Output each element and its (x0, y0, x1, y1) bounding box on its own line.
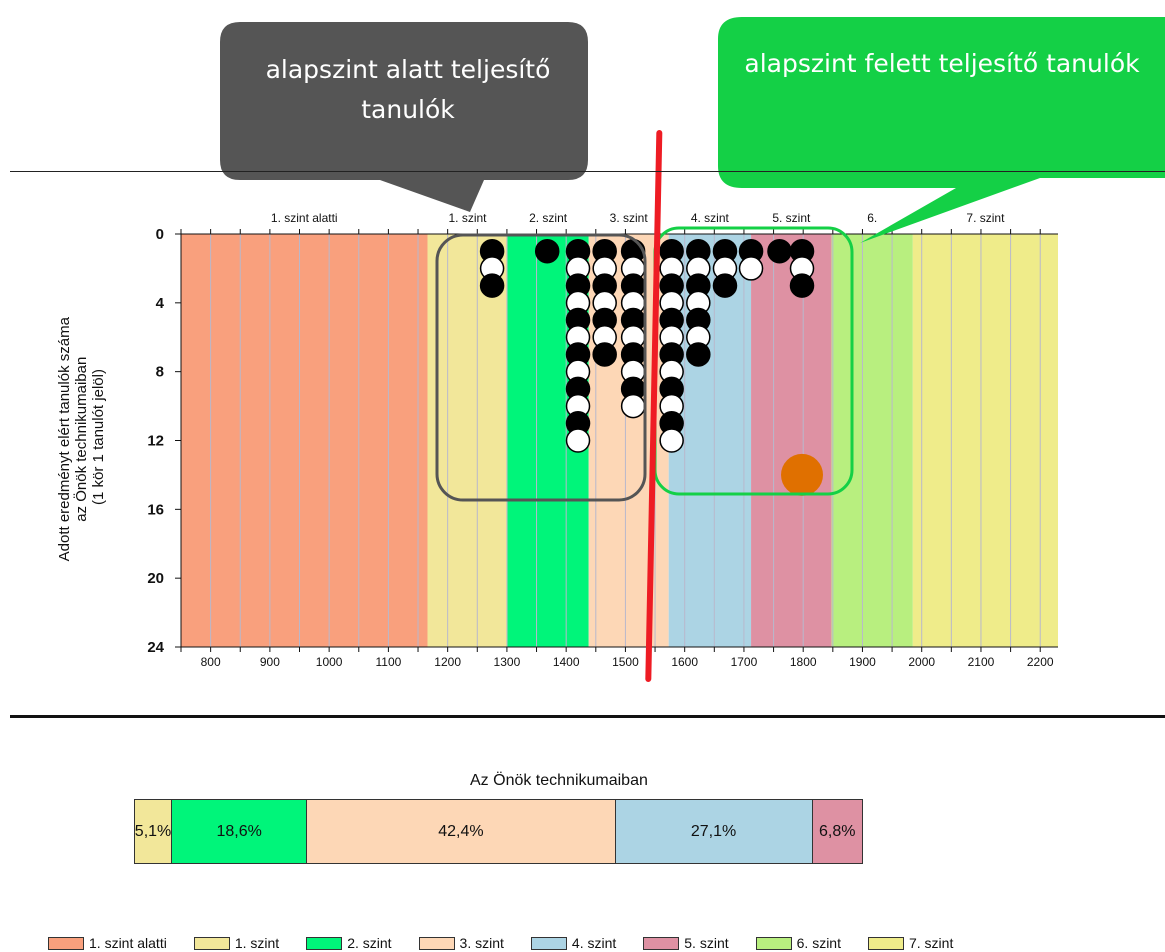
student-point (789, 273, 815, 298)
legend-label: 3. szint (459, 935, 504, 951)
legend-swatch (48, 936, 84, 950)
legend-label: 1. szint alatti (89, 935, 167, 951)
level-bands (181, 234, 1058, 647)
student-point (534, 238, 560, 264)
callout-above-bubble (718, 17, 1165, 243)
x-tick-label: 1600 (671, 655, 698, 669)
band-label: 2. szint (529, 211, 568, 225)
x-tick-label: 2000 (908, 655, 935, 669)
legend-item: 2. szint (306, 935, 392, 951)
legend-label: 1. szint (234, 935, 280, 951)
legend-swatch (193, 936, 230, 950)
x-tick-label: 1400 (553, 655, 580, 669)
callout-above-text: alapszint felett teljesítő tanulók (744, 49, 1140, 78)
summary-chart-title: Az Önök technikumaiban (470, 772, 648, 789)
band-label: 1. szint (448, 211, 487, 225)
band-2 (427, 234, 508, 647)
band-label: 5. szint (772, 211, 811, 225)
callout-below-text: alapszint alatt teljesítő tanulók (265, 55, 551, 124)
y-axis-title-line-2: az Önök technikumaiban (72, 357, 90, 522)
band-label: 1. szint alatti (271, 211, 338, 225)
legend-item: 1. szint alatti (48, 935, 167, 951)
band-6 (751, 234, 832, 647)
x-tick-label: 800 (201, 655, 221, 669)
student-point (620, 393, 646, 419)
y-tick-label: 20 (147, 570, 164, 587)
x-tick-label: 900 (260, 655, 280, 669)
x-tick-label: 1100 (375, 655, 401, 669)
x-tick-labels: 800 900 1000 1100 1200 1300 1400 1500 1600 1700 18… (201, 655, 1054, 669)
legend-label: 6. szint (796, 935, 841, 951)
highlight-point (781, 453, 824, 496)
x-tick-label: 1900 (849, 655, 876, 669)
student-point (767, 238, 792, 264)
y-tick-label: 8 (156, 364, 164, 381)
y-axis-title-line-3: (1 kör 1 tanulót jelöl) (90, 369, 107, 505)
legend: 1. szint alatti 1. szint 2. szint 3. szi… (48, 935, 953, 951)
summary-segment-2-szint: 18,6% (172, 800, 308, 863)
student-point (686, 342, 711, 367)
student-point (712, 273, 738, 298)
y-tick-label: 12 (147, 433, 164, 450)
band-label: 3. szint (610, 211, 649, 225)
legend-label: 7. szint (908, 935, 954, 951)
y-axis-title: Adott eredményt elért tanulók száma az Ö… (56, 313, 107, 562)
summary-segment-1-szint: 5,1% (135, 800, 173, 863)
legend-swatch (306, 936, 343, 950)
student-point (592, 342, 617, 367)
legend-swatch (530, 936, 567, 950)
summary-segment-3-szint: 42,4% (307, 800, 616, 863)
below-level-frame (435, 233, 647, 502)
x-tick-label: 1200 (434, 655, 461, 669)
x-tick-label: 1700 (731, 655, 758, 669)
callout-below-bubble (220, 22, 588, 212)
legend-item: 6. szint (755, 935, 841, 951)
legend-item: 5. szint (643, 935, 729, 951)
band-label: 4. szint (691, 211, 730, 225)
x-tick-label: 2200 (1027, 655, 1054, 669)
x-tick-label: 2100 (968, 655, 995, 669)
legend-swatch (643, 936, 680, 950)
legend-label: 2. szint (347, 935, 392, 951)
student-point (565, 428, 591, 453)
band-label: 7. szint (966, 211, 1005, 225)
y-tick-label: 0 (156, 226, 164, 243)
legend-item: 3. szint (418, 935, 504, 951)
callouts (220, 17, 1165, 243)
student-point (479, 273, 505, 298)
student-point (659, 428, 684, 453)
legend-label: 5. szint (684, 935, 729, 951)
level-distribution-chart: 1. szint alatti 1. szint 2. szint 3. szint 4… (56, 17, 1165, 682)
x-tick-label: 1300 (494, 655, 521, 669)
legend-swatch (418, 936, 455, 950)
x-tick-label: 1500 (612, 655, 639, 669)
legend-item: 7. szint (867, 935, 954, 951)
y-tick-label: 16 (147, 501, 164, 518)
summary-stacked-bar: 5,1% 18,6% 42,4% 27,1% 6,8% (134, 799, 863, 864)
y-axis-title-line-1: Adott eredményt elért tanulók száma (56, 316, 73, 561)
student-point (738, 256, 764, 281)
student-points (479, 238, 824, 496)
band-labels: 1. szint alatti 1. szint 2. szint 3. szint 4… (271, 211, 1005, 225)
x-tick-label: 1000 (316, 655, 343, 669)
band-7 (831, 234, 913, 647)
legend-item: 1. szint (193, 935, 280, 951)
band-1 (181, 234, 428, 647)
band-8 (912, 234, 1058, 647)
top-rule (10, 171, 1165, 172)
legend-swatch (755, 936, 792, 950)
legend-label: 4. szint (571, 935, 617, 951)
legend-item: 4. szint (530, 935, 617, 951)
x-tick-label: 1800 (790, 655, 817, 669)
summary-segment-5-szint: 6,8% (812, 800, 862, 863)
y-tick-labels: 0 4 8 12 16 20 24 (147, 226, 164, 656)
section-divider (10, 715, 1165, 718)
y-tick-label: 4 (156, 295, 165, 312)
legend-swatch (867, 936, 904, 950)
summary-segment-4-szint: 27,1% (615, 800, 813, 863)
divider-line (645, 130, 663, 682)
y-tick-label: 24 (147, 639, 164, 656)
band-label: 6. (867, 211, 877, 225)
